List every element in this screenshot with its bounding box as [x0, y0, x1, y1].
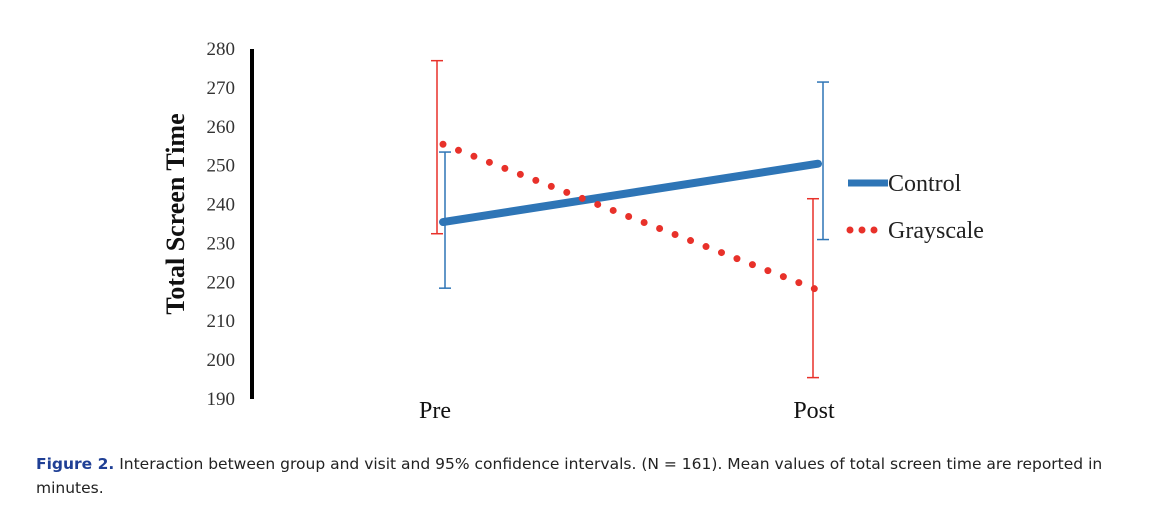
legend-label: Control [888, 171, 962, 197]
y-tick-label: 190 [207, 389, 236, 410]
y-tick-label: 240 [207, 195, 236, 216]
figure-caption: Figure 2. Interaction between group and … [36, 452, 1126, 500]
x-category-label: Pre [419, 398, 451, 424]
legend-label: Grayscale [888, 218, 984, 244]
y-tick-label: 210 [207, 311, 236, 332]
y-tick-label: 280 [207, 39, 236, 60]
caption-text: Interaction between group and visit and … [36, 455, 1103, 497]
series-line-grayscale [439, 140, 822, 294]
y-tick-label: 250 [207, 156, 236, 177]
chart: 280 270 260 250 240 230 220 210 200 190 Total Scre… [161, 39, 984, 424]
y-axis-label: Total Screen Time [161, 113, 190, 314]
caption-lead: Figure 2. [36, 455, 115, 473]
series-line-control [439, 159, 822, 227]
y-tick-label: 270 [207, 78, 236, 99]
y-tick-label: 260 [207, 117, 236, 138]
y-tick-label: 230 [207, 233, 236, 254]
y-tick-label: 220 [207, 272, 236, 293]
y-tick-label: 200 [207, 350, 236, 371]
x-category-label: Post [793, 398, 835, 424]
